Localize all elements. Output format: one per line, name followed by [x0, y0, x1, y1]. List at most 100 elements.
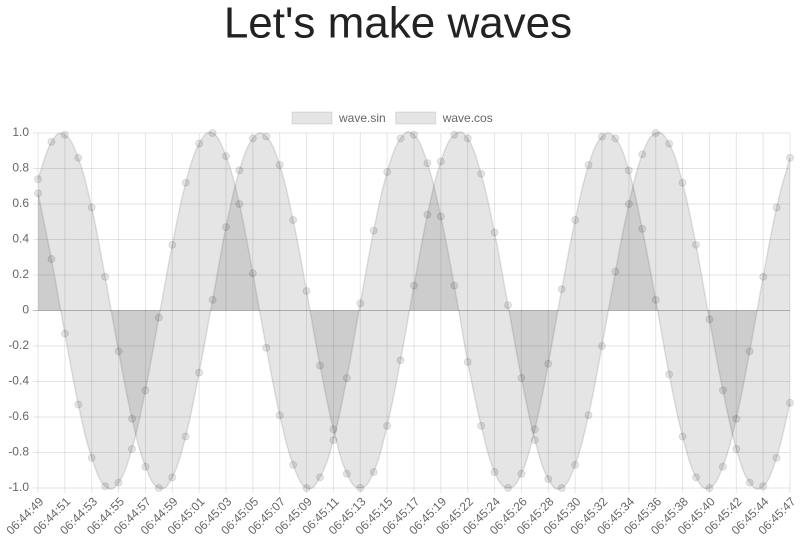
point [383, 421, 392, 430]
y-tick-label: 0 [22, 303, 29, 317]
point [584, 411, 593, 420]
point [154, 484, 163, 492]
point [410, 130, 418, 139]
point [651, 129, 660, 137]
area [38, 131, 790, 490]
point [759, 272, 768, 281]
point [34, 189, 42, 198]
line [37, 131, 791, 490]
point [423, 210, 432, 219]
point [477, 169, 486, 178]
point [168, 240, 177, 249]
point [557, 285, 566, 294]
point [342, 373, 351, 382]
point [369, 468, 378, 477]
point [262, 343, 271, 352]
point [772, 453, 781, 462]
point [732, 414, 741, 423]
point [692, 473, 700, 482]
point [356, 299, 365, 308]
point [289, 460, 298, 469]
point [477, 421, 486, 430]
point [611, 134, 620, 143]
point [544, 359, 553, 368]
point [463, 357, 472, 366]
point [208, 295, 217, 304]
point [705, 315, 714, 324]
point [342, 469, 351, 478]
point [517, 469, 526, 478]
point [463, 134, 472, 143]
point [141, 386, 150, 395]
point [34, 175, 42, 184]
point [517, 373, 526, 382]
point [383, 168, 392, 177]
point [195, 139, 204, 148]
point [262, 132, 271, 141]
point [60, 130, 69, 139]
point [114, 347, 123, 356]
point [410, 281, 418, 290]
point [678, 178, 687, 187]
point [530, 425, 539, 434]
point [222, 152, 230, 161]
point [705, 484, 714, 492]
point [141, 462, 150, 471]
y-tick-label: 1.0 [12, 125, 29, 139]
point [87, 453, 96, 462]
y-tick-label: 0.2 [12, 267, 29, 281]
point [436, 157, 445, 166]
point [759, 482, 768, 491]
page-title: Let's make waves [224, 0, 572, 48]
point [87, 203, 96, 212]
legend-swatch [291, 111, 333, 125]
point [74, 153, 83, 162]
point [557, 484, 566, 492]
point [450, 281, 459, 290]
point [786, 153, 794, 162]
point [275, 160, 284, 169]
point [222, 223, 230, 232]
point [316, 361, 324, 370]
point [302, 484, 311, 492]
point [732, 444, 741, 453]
point [665, 139, 674, 148]
point [423, 159, 432, 168]
point [235, 200, 244, 208]
point [208, 129, 217, 137]
y-tick-label: -0.2 [8, 338, 29, 352]
point [168, 473, 177, 482]
point [624, 166, 633, 175]
point [571, 460, 580, 469]
point [490, 468, 499, 477]
legend-label: wave.sin [338, 111, 386, 125]
point [436, 212, 445, 221]
legend-label: wave.cos [442, 111, 493, 125]
point [571, 215, 580, 224]
point [275, 411, 284, 420]
point [678, 432, 687, 441]
point [195, 368, 204, 377]
point [450, 130, 459, 139]
y-tick-label: 0.6 [12, 196, 29, 210]
point [101, 272, 110, 281]
point [772, 203, 781, 212]
point [329, 436, 338, 445]
point [47, 255, 56, 264]
point [718, 386, 727, 395]
y-tick-label: 0.4 [12, 232, 29, 246]
point [665, 370, 674, 379]
point [181, 178, 190, 187]
point [786, 398, 794, 407]
legend-swatch [395, 111, 437, 125]
point [154, 313, 163, 322]
area [38, 131, 790, 490]
point [302, 286, 311, 295]
point [101, 482, 110, 491]
point [114, 478, 123, 487]
point [651, 295, 660, 304]
point [329, 425, 338, 434]
point [638, 224, 647, 233]
point [60, 329, 69, 338]
